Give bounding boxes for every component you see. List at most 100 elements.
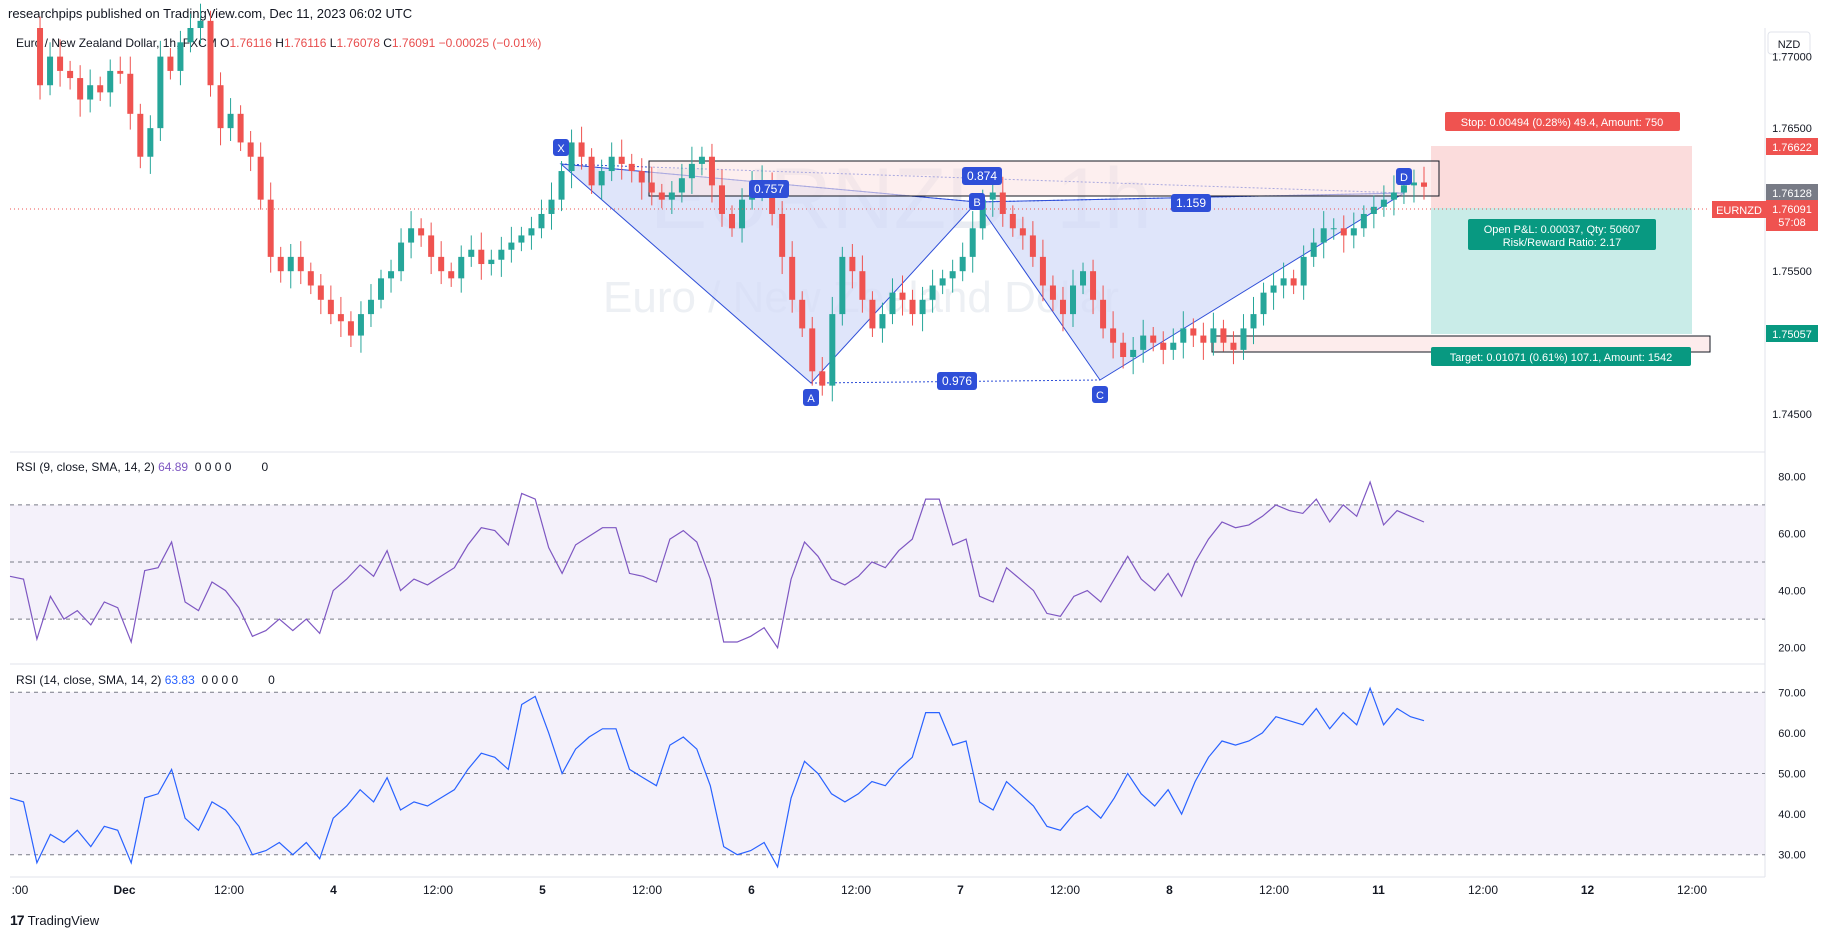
candle-body <box>829 314 836 386</box>
time-tick: 12 <box>1581 883 1595 897</box>
ratio-bcd-label: 1.159 <box>1176 196 1206 210</box>
pattern-ratio-labels: 0.757 0.874 0.976 1.159 <box>749 167 1211 390</box>
rsi9-legend[interactable]: RSI (9, close, SMA, 14, 2) 64.89 0 0 0 0… <box>16 460 268 474</box>
price-tick: 1.74500 <box>1772 409 1812 421</box>
time-tick: 12:00 <box>423 883 453 897</box>
rsi-tick: 40.00 <box>1778 809 1806 821</box>
time-axis: :00 Dec 12:00 4 12:00 5 12:00 6 12:00 7 12:00 8 12:0… <box>12 883 1708 897</box>
rsi14-pane[interactable]: 70.00 60.00 50.00 40.00 30.00 <box>9 686 1806 869</box>
time-tick: 12:00 <box>1259 883 1289 897</box>
candle-body <box>1250 314 1257 329</box>
point-a-badge <box>803 389 819 406</box>
symbol-tag <box>1712 201 1766 218</box>
candle-body <box>468 249 475 257</box>
change-value: −0.00025 (−0.01%) <box>438 36 542 50</box>
candle-body <box>899 292 906 300</box>
time-tick: 5 <box>539 883 546 897</box>
candle-body <box>177 42 184 71</box>
candle-body <box>578 142 585 157</box>
target-label-box[interactable] <box>1431 347 1691 366</box>
stop-label-box[interactable] <box>1445 112 1680 131</box>
rsi9-zero2: 0 <box>261 460 269 474</box>
point-b-badge <box>969 193 985 210</box>
price-tick: 1.76500 <box>1772 123 1812 135</box>
candle-body <box>678 178 685 193</box>
candle-body <box>77 78 84 100</box>
rsi9-value: 64.89 <box>158 460 189 474</box>
symbol-legend[interactable]: Euro / New Zealand Dollar, 1h, FXCM O1.7… <box>16 36 541 50</box>
rr-label: Risk/Reward Ratio: 2.17 <box>1503 237 1622 249</box>
candle-body <box>1300 256 1307 286</box>
high-value: 1.76116 <box>283 36 327 50</box>
candle-body <box>1110 328 1117 343</box>
candle-body <box>729 213 736 229</box>
candle-body <box>859 271 866 300</box>
open-value: 1.76116 <box>229 36 272 50</box>
currency-button[interactable] <box>1767 31 1811 55</box>
candle-body <box>698 156 705 164</box>
ratio-abc-badge <box>937 372 977 390</box>
candle-body <box>518 235 525 243</box>
candle-body <box>999 192 1006 214</box>
ratio-xad-label: 0.874 <box>967 169 997 183</box>
rsi14-legend[interactable]: RSI (14, close, SMA, 14, 2) 63.83 0 0 0 … <box>16 673 275 687</box>
rsi-tick: 20.00 <box>1778 643 1806 655</box>
candle-body <box>257 156 264 200</box>
time-tick: 12:00 <box>1468 883 1498 897</box>
candle-body <box>1049 285 1056 300</box>
candle-body <box>1150 335 1157 343</box>
candle-body <box>227 113 234 129</box>
candle-body <box>367 299 374 315</box>
rsi-tick: 50.00 <box>1778 769 1806 781</box>
candle-body <box>1220 328 1227 343</box>
candle-body <box>849 256 856 272</box>
candle-body <box>237 113 244 143</box>
candle-body <box>307 271 314 286</box>
rsi9-pane[interactable]: 80.00 60.00 40.00 20.00 <box>9 471 1806 655</box>
candle-body <box>1130 349 1137 358</box>
candle-body <box>157 56 164 129</box>
candlestick-series <box>37 3 1427 402</box>
candle-body <box>1390 192 1397 200</box>
point-d-label: D <box>1400 172 1408 184</box>
symbol-tag-label: EURNZD <box>1716 205 1762 217</box>
rsi9-title: RSI (9, close, SMA, 14, 2) <box>16 460 155 474</box>
entry-price-tag <box>1766 184 1818 201</box>
pnl-label: Open P&L: 0.00037, Qty: 50607 <box>1484 224 1641 236</box>
tradingview-logo[interactable]: 17 TradingView <box>10 912 99 928</box>
candle-body <box>919 299 926 315</box>
rsi-tick: 40.00 <box>1778 586 1806 598</box>
candle-body <box>839 256 846 315</box>
time-tick: 4 <box>330 883 337 897</box>
candle-body <box>628 163 635 172</box>
candle-body <box>498 249 505 260</box>
candle-body <box>488 259 495 265</box>
rsi-band <box>10 504 1765 620</box>
last-price-label: 1.76091 <box>1772 204 1812 216</box>
candle-body <box>668 192 675 200</box>
stop-price-tag <box>1766 138 1818 155</box>
tradingview-icon: 17 <box>10 912 25 928</box>
candle-body <box>267 199 274 257</box>
candle-body <box>87 85 94 100</box>
countdown-label: 57:08 <box>1778 217 1806 229</box>
pnl-label-box[interactable] <box>1468 219 1656 250</box>
rsi-band <box>10 692 1765 855</box>
candle-body <box>418 228 425 236</box>
candle-body <box>207 20 214 86</box>
candle-body <box>37 28 44 86</box>
candle-body <box>989 192 996 200</box>
ratio-abc-label: 0.976 <box>942 374 972 388</box>
candle-body <box>57 56 64 71</box>
rsi-tick: 80.00 <box>1778 471 1806 483</box>
candle-body <box>1421 182 1427 187</box>
rsi14-zeros: 0 0 0 0 <box>201 673 239 687</box>
rsi-tick: 60.00 <box>1778 528 1806 540</box>
candle-body <box>107 70 114 93</box>
candle-body <box>1240 328 1247 350</box>
candle-body <box>1270 285 1277 293</box>
candle-body <box>317 285 324 300</box>
rsi14-zero2: 0 <box>268 673 275 687</box>
time-tick: 12:00 <box>1050 883 1080 897</box>
